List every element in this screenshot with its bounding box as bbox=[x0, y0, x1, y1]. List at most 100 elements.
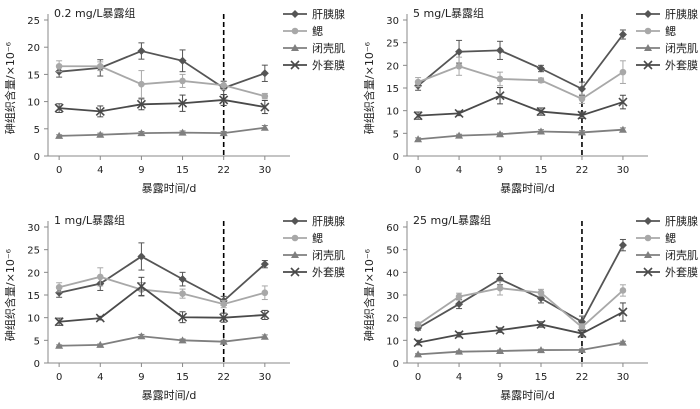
x-tick-label: 22 bbox=[217, 165, 230, 176]
data-point bbox=[55, 131, 64, 139]
data-point bbox=[578, 95, 586, 103]
data-point bbox=[618, 241, 627, 250]
chart-title: 0.2 mg/L暴露组 bbox=[54, 6, 136, 20]
series-line bbox=[59, 126, 265, 137]
data-point bbox=[55, 288, 64, 297]
data-point bbox=[577, 328, 587, 339]
legend-item: 鳃 bbox=[283, 231, 323, 245]
data-point bbox=[455, 131, 464, 139]
y-tick-label: 10 bbox=[386, 107, 399, 118]
data-point bbox=[496, 46, 505, 55]
legend-label: 鳃 bbox=[312, 231, 323, 245]
data-point bbox=[96, 130, 105, 138]
x-tick-label: 0 bbox=[56, 165, 62, 176]
y-tick-label: 25 bbox=[27, 16, 40, 27]
data-point bbox=[137, 129, 146, 137]
series-2 bbox=[414, 56, 627, 104]
legend-item: 闭壳肌 bbox=[636, 41, 698, 55]
data-point bbox=[455, 293, 463, 300]
series-line bbox=[417, 33, 624, 91]
y-tick-label: 0 bbox=[393, 152, 399, 163]
legend-item: 肝胰腺 bbox=[636, 7, 698, 21]
data-point bbox=[219, 95, 229, 105]
data-point bbox=[261, 92, 269, 100]
legend-label: 闭壳肌 bbox=[665, 248, 698, 262]
data-point bbox=[136, 99, 146, 109]
data-point bbox=[95, 313, 105, 323]
y-tick-label: 10 bbox=[27, 314, 40, 325]
data-point bbox=[261, 289, 269, 297]
legend-marker bbox=[291, 44, 299, 51]
y-tick-label: 0 bbox=[393, 359, 399, 370]
data-point bbox=[577, 317, 586, 326]
x-tick-label: 15 bbox=[535, 372, 548, 383]
data-point bbox=[138, 80, 145, 88]
legend-label: 闭壳肌 bbox=[312, 248, 345, 262]
data-point bbox=[454, 330, 464, 340]
data-point-stroke-b bbox=[618, 97, 628, 107]
data-point bbox=[178, 128, 187, 136]
data-point bbox=[179, 77, 186, 85]
x-tick-label: 4 bbox=[456, 372, 462, 383]
data-point-stroke-b bbox=[95, 106, 105, 116]
series-line bbox=[418, 128, 623, 141]
series-4 bbox=[54, 276, 270, 327]
legend-marker bbox=[291, 27, 299, 35]
legend-item: 肝胰腺 bbox=[283, 7, 345, 21]
x-tick-label: 4 bbox=[97, 372, 103, 383]
y-tick-label: 0 bbox=[34, 152, 40, 163]
data-point bbox=[177, 312, 188, 322]
data-point bbox=[618, 338, 627, 346]
y-tick-label: 25 bbox=[386, 39, 399, 50]
series-1 bbox=[55, 42, 269, 96]
data-point bbox=[260, 332, 269, 340]
data-point bbox=[413, 338, 423, 348]
legend-item: 闭壳肌 bbox=[283, 41, 345, 55]
y-tick-label: 30 bbox=[27, 223, 40, 234]
data-point bbox=[179, 290, 186, 297]
data-point bbox=[54, 317, 64, 327]
data-point-stroke-b bbox=[454, 108, 464, 118]
x-axis-label: 暴露时间/d bbox=[500, 182, 555, 195]
x-tick-label: 15 bbox=[535, 165, 548, 176]
legend-item: 闭壳肌 bbox=[283, 248, 345, 262]
y-tick-label: 20 bbox=[386, 314, 399, 325]
data-point bbox=[137, 47, 146, 56]
data-point bbox=[495, 91, 505, 101]
y-tick-label: 20 bbox=[386, 61, 399, 72]
legend-marker bbox=[291, 10, 299, 18]
series-line bbox=[58, 255, 266, 302]
data-point bbox=[414, 78, 422, 86]
data-point-stroke-b bbox=[454, 330, 464, 340]
y-tick-label: 5 bbox=[34, 336, 40, 347]
data-point-stroke-b bbox=[495, 91, 505, 101]
legend-label: 肝胰腺 bbox=[665, 214, 698, 228]
data-point bbox=[54, 103, 64, 113]
legend-label: 肝胰腺 bbox=[665, 7, 698, 21]
data-point-stroke-b bbox=[413, 111, 423, 121]
legend-marker bbox=[644, 251, 652, 258]
legend-item: 外套膜 bbox=[283, 59, 345, 72]
data-point bbox=[136, 281, 146, 291]
legend-label: 外套膜 bbox=[312, 59, 345, 72]
data-point bbox=[178, 336, 187, 344]
data-point bbox=[496, 75, 504, 83]
data-point bbox=[537, 289, 545, 297]
series-3 bbox=[414, 125, 627, 143]
y-tick-label: 10 bbox=[386, 336, 399, 347]
series-3 bbox=[55, 123, 269, 139]
series-4 bbox=[54, 94, 270, 118]
series-line bbox=[417, 244, 624, 329]
y-tick-label: 15 bbox=[27, 291, 40, 302]
data-point bbox=[618, 307, 628, 317]
x-axis-label: 暴露时间/d bbox=[142, 182, 197, 195]
x-tick-label: 9 bbox=[497, 165, 503, 176]
data-point bbox=[618, 97, 628, 107]
legend-item: 外套膜 bbox=[283, 266, 345, 279]
data-point bbox=[536, 346, 545, 354]
data-point-stroke-b bbox=[536, 107, 546, 117]
data-point bbox=[455, 47, 464, 56]
